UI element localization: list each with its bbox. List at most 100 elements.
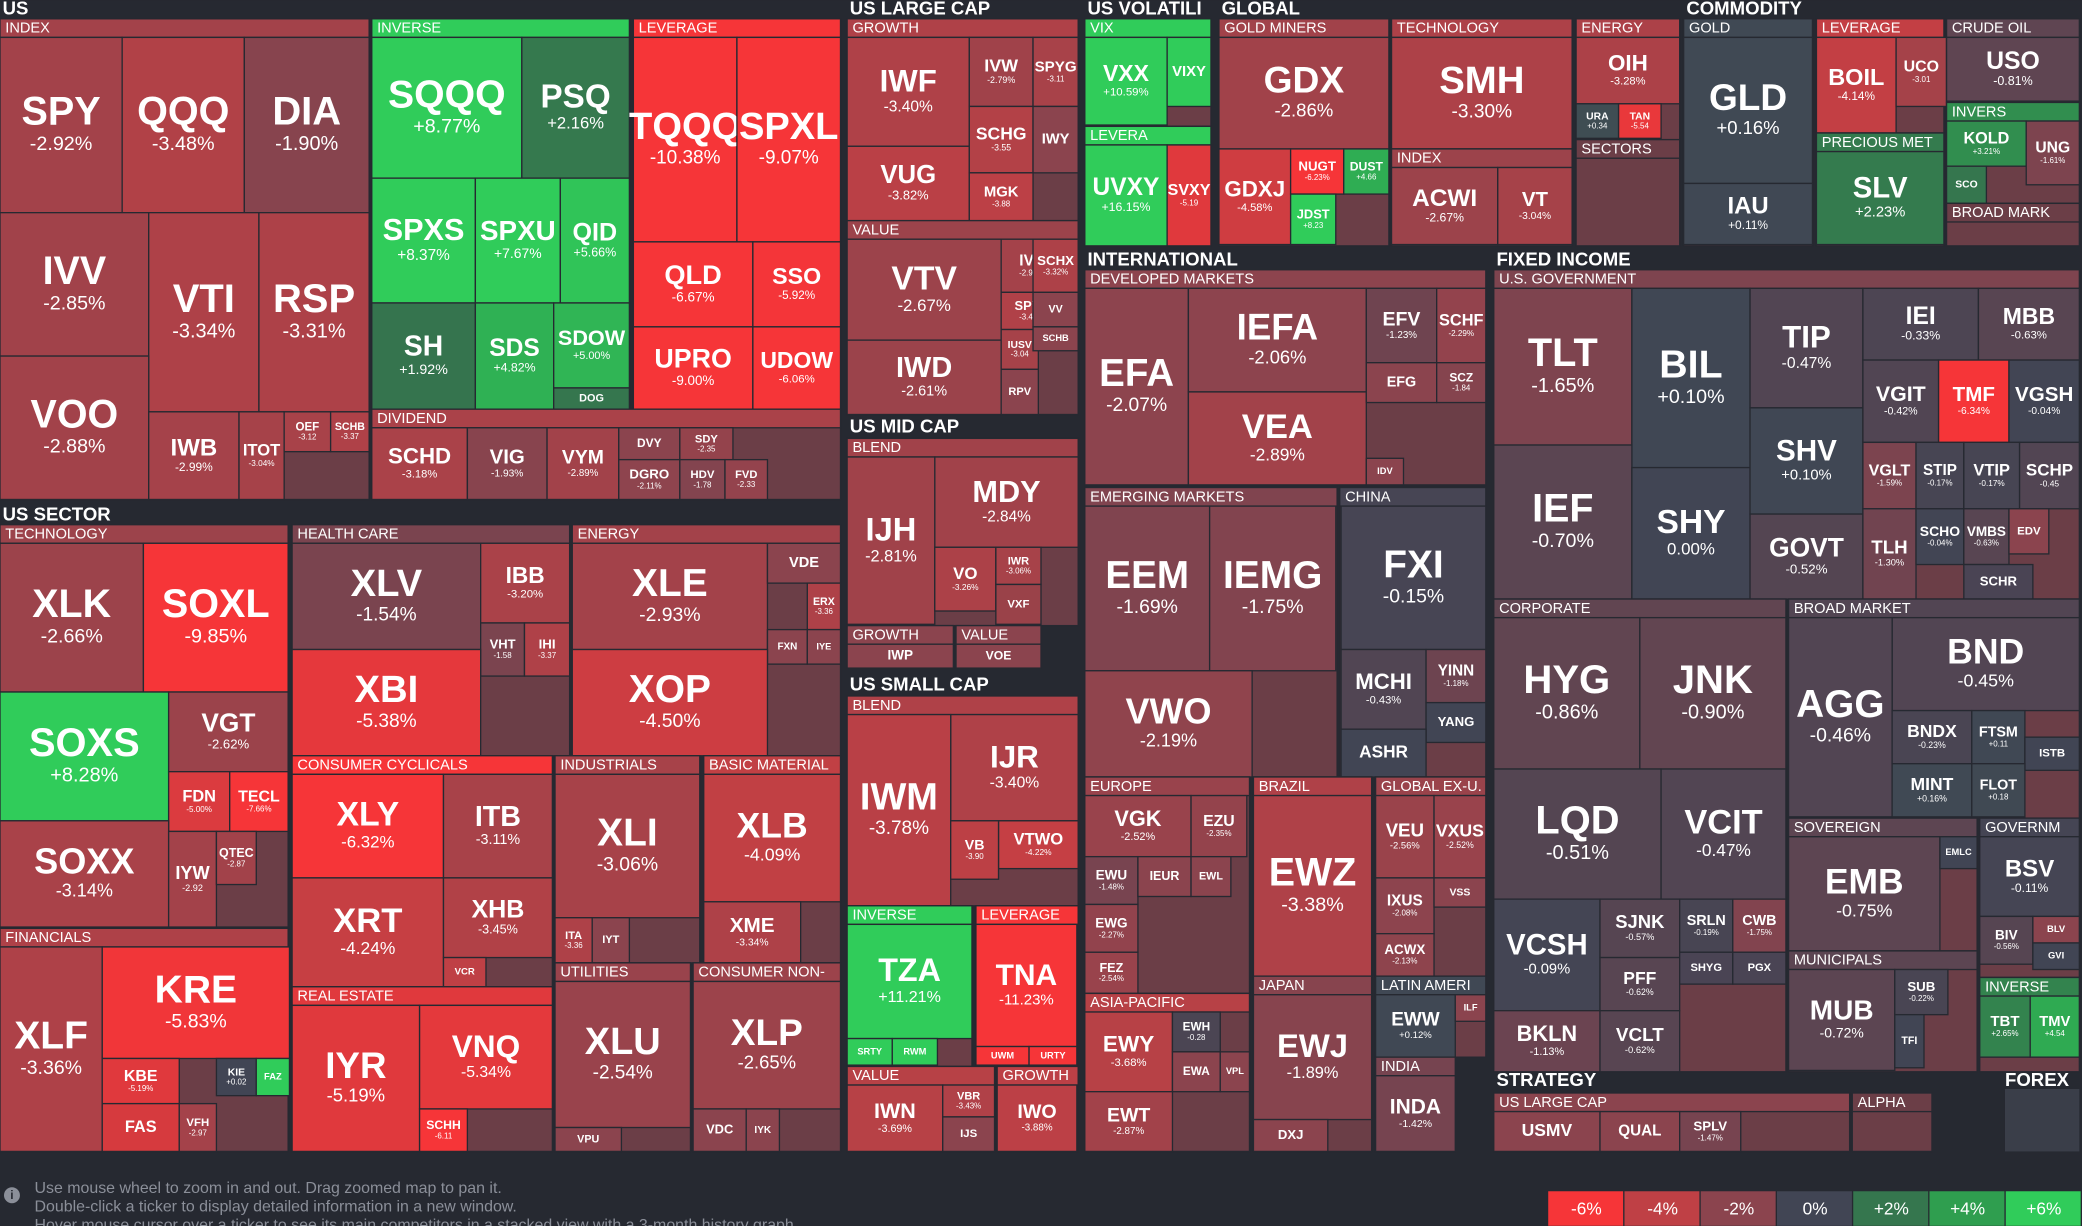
ticker[interactable]: VTI bbox=[173, 277, 235, 321]
ticker[interactable]: SCHG bbox=[976, 123, 1027, 143]
ticker-tile[interactable] bbox=[523, 622, 571, 677]
ticker[interactable]: VTV bbox=[891, 259, 957, 297]
ticker-tile[interactable] bbox=[975, 923, 1078, 1048]
ticker[interactable]: VO bbox=[953, 564, 977, 583]
ticker[interactable]: IVW bbox=[984, 56, 1018, 76]
ticker[interactable]: JDST bbox=[1297, 206, 1330, 221]
ticker-tile[interactable] bbox=[442, 877, 554, 959]
ticker-tile[interactable] bbox=[1599, 956, 1681, 1012]
ticker[interactable]: IYT bbox=[602, 934, 619, 946]
ticker[interactable]: BNDX bbox=[1907, 721, 1957, 741]
ticker[interactable]: SCHB bbox=[335, 421, 365, 433]
ticker[interactable]: IWD bbox=[896, 352, 952, 384]
ticker[interactable]: SCHR bbox=[1980, 573, 2018, 588]
ticker-tile[interactable] bbox=[1252, 1118, 1329, 1153]
ticker[interactable]: VCLT bbox=[1616, 1024, 1664, 1045]
ticker[interactable]: SCZ bbox=[1449, 370, 1473, 384]
ticker-tile[interactable] bbox=[1032, 105, 1079, 174]
ticker[interactable]: IWR bbox=[1008, 555, 1029, 567]
ticker-tile[interactable] bbox=[1171, 1051, 1221, 1093]
ticker[interactable]: KBE bbox=[124, 1068, 158, 1085]
ticker[interactable]: SSO bbox=[772, 263, 821, 289]
ticker-tile[interactable] bbox=[0, 542, 145, 693]
ticker[interactable]: XLK bbox=[32, 582, 111, 626]
ticker-tile[interactable] bbox=[934, 546, 997, 612]
ticker[interactable]: DUST bbox=[1350, 159, 1384, 173]
ticker-tile[interactable] bbox=[1945, 120, 2027, 167]
ticker-tile[interactable] bbox=[1575, 36, 1681, 105]
ticker[interactable]: MINT bbox=[1911, 774, 1954, 794]
ticker[interactable]: GVI bbox=[2048, 950, 2064, 961]
ticker-tile[interactable] bbox=[418, 1004, 554, 1110]
ticker-tile[interactable] bbox=[1679, 1110, 1742, 1153]
ticker[interactable]: TAN bbox=[1630, 111, 1651, 122]
ticker[interactable]: DGRO bbox=[629, 467, 669, 482]
ticker[interactable]: KRE bbox=[155, 968, 237, 1011]
ticker[interactable]: IEMG bbox=[1223, 554, 1322, 597]
ticker[interactable]: FXN bbox=[777, 641, 797, 652]
ticker[interactable]: EWA bbox=[1183, 1064, 1210, 1078]
ticker-tile[interactable] bbox=[2025, 120, 2081, 186]
ticker[interactable]: IJS bbox=[960, 1128, 978, 1140]
ticker[interactable]: VSS bbox=[1449, 887, 1470, 898]
ticker-tile[interactable] bbox=[1425, 648, 1487, 704]
ticker-tile[interactable] bbox=[1977, 287, 2081, 361]
ticker-tile[interactable] bbox=[1749, 287, 1864, 409]
ticker[interactable]: MUB bbox=[1810, 995, 1874, 1026]
ticker-tile[interactable] bbox=[1575, 103, 1620, 139]
ticker[interactable]: GDXJ bbox=[1224, 176, 1285, 201]
ticker[interactable]: VPU bbox=[577, 1133, 599, 1145]
ticker[interactable]: XLI bbox=[597, 812, 658, 855]
ticker[interactable]: ACWX bbox=[1384, 942, 1425, 957]
ticker[interactable]: IJH bbox=[866, 510, 917, 547]
ticker[interactable]: VCIT bbox=[1684, 804, 1762, 842]
ticker-tile[interactable] bbox=[1915, 441, 1965, 510]
ticker-tile[interactable] bbox=[846, 643, 955, 669]
ticker[interactable]: IWF bbox=[880, 64, 937, 99]
ticker-tile[interactable] bbox=[2032, 942, 2081, 971]
ticker[interactable]: IEUR bbox=[1150, 869, 1180, 883]
ticker[interactable]: MBB bbox=[2003, 303, 2055, 329]
ticker-tile[interactable] bbox=[1599, 1010, 1681, 1073]
ticker[interactable]: USMV bbox=[1522, 1120, 1573, 1140]
ticker-tile[interactable] bbox=[1493, 1110, 1601, 1153]
ticker[interactable]: SPY bbox=[22, 90, 101, 134]
ticker[interactable]: GLD bbox=[1709, 76, 1787, 118]
ticker-tile[interactable] bbox=[995, 546, 1042, 586]
ticker-tile[interactable] bbox=[1599, 1110, 1681, 1153]
ticker[interactable]: VUG bbox=[880, 161, 936, 189]
ticker[interactable]: GOVT bbox=[1769, 532, 1844, 562]
ticker-tile[interactable] bbox=[442, 773, 554, 879]
ticker-tile[interactable] bbox=[1436, 362, 1487, 404]
ticker[interactable]: VGSH bbox=[2015, 383, 2073, 406]
ticker[interactable]: SHV bbox=[1776, 435, 1837, 468]
ticker[interactable]: EWH bbox=[1183, 1020, 1211, 1034]
ticker-tile[interactable] bbox=[238, 411, 285, 501]
ticker[interactable]: EMB bbox=[1825, 861, 1904, 901]
ticker-tile[interactable] bbox=[1166, 36, 1212, 108]
ticker[interactable]: OEF bbox=[296, 421, 320, 433]
ticker[interactable]: FDN bbox=[182, 787, 216, 805]
ticker[interactable]: USO bbox=[1986, 48, 2040, 75]
ticker-tile[interactable] bbox=[371, 302, 477, 410]
ticker-tile[interactable] bbox=[934, 456, 1079, 548]
ticker-tile[interactable] bbox=[1682, 36, 1814, 185]
ticker[interactable]: EDV bbox=[2017, 525, 2041, 537]
ticker[interactable]: EZU bbox=[1203, 813, 1235, 830]
ticker[interactable]: SPXU bbox=[480, 215, 556, 246]
ticker[interactable]: VOO bbox=[31, 392, 119, 436]
ticker[interactable]: TFI bbox=[1901, 1035, 1917, 1047]
ticker[interactable]: BSV bbox=[2005, 855, 2054, 882]
ticker[interactable]: UDOW bbox=[760, 347, 833, 373]
ticker-tile[interactable] bbox=[1639, 616, 1787, 770]
ticker[interactable]: IEFA bbox=[1237, 307, 1318, 348]
ticker[interactable]: XRT bbox=[333, 902, 402, 940]
ticker[interactable]: IAU bbox=[1727, 193, 1768, 220]
ticker[interactable]: QID bbox=[573, 218, 618, 246]
ticker-tile[interactable] bbox=[1219, 1051, 1251, 1093]
ticker[interactable]: IWY bbox=[1042, 132, 1070, 148]
ticker[interactable]: IHI bbox=[539, 637, 556, 652]
ticker[interactable]: SCHP bbox=[2026, 460, 2073, 479]
ticker-tile[interactable] bbox=[766, 542, 842, 584]
ticker-tile[interactable] bbox=[1493, 616, 1641, 770]
